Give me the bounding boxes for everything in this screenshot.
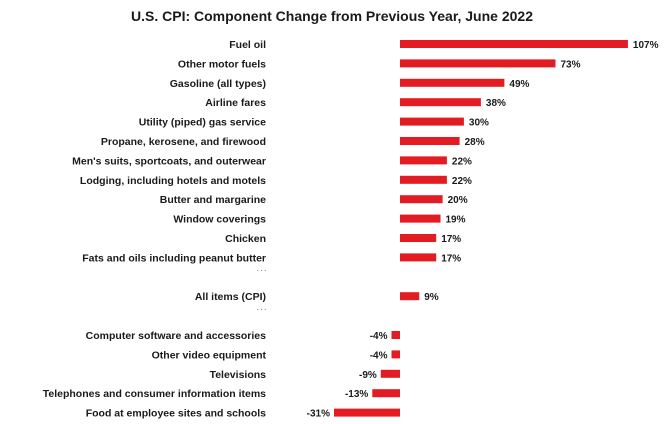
plot-area: Fuel oil 107% Other motor fuels 73% Gasoline…	[43, 39, 659, 420]
bar	[400, 59, 556, 68]
bar	[372, 389, 400, 398]
bar	[334, 408, 400, 417]
data-label: -4%	[370, 350, 388, 361]
category-label: Telephones and consumer information item…	[43, 388, 266, 400]
data-label: 107%	[633, 40, 659, 51]
category-label: Utility (piped) gas service	[139, 117, 266, 129]
data-label: 9%	[424, 292, 439, 303]
category-label: Other video equipment	[152, 349, 267, 361]
data-label: 38%	[486, 98, 506, 109]
category-label: Men's suits, sportcoats, and outerwear	[72, 155, 266, 167]
data-label: 20%	[448, 195, 468, 206]
bar	[400, 234, 437, 242]
data-label: -4%	[370, 331, 388, 342]
category-label: Gasoline (all types)	[170, 78, 266, 90]
bar	[391, 350, 400, 359]
bar	[400, 195, 443, 204]
category-label: Chicken	[225, 233, 266, 245]
category-label: Computer software and accessories	[86, 330, 266, 342]
bar	[400, 117, 464, 126]
data-label: 22%	[452, 156, 472, 167]
category-label: Televisions	[210, 369, 267, 381]
category-label: Other motor fuels	[178, 58, 266, 70]
data-label: 73%	[561, 59, 581, 70]
group-separator: ...	[256, 302, 267, 313]
category-label: Food at employee sites and schools	[86, 408, 266, 420]
bar	[400, 175, 447, 184]
data-label: -9%	[359, 370, 377, 381]
data-label: -13%	[345, 389, 368, 400]
data-label: 49%	[509, 79, 529, 90]
data-label: 30%	[469, 118, 489, 129]
group-separator: ...	[256, 263, 267, 274]
bar	[400, 156, 447, 165]
data-label: 17%	[441, 234, 461, 245]
data-label: -31%	[307, 409, 330, 420]
bar	[400, 98, 481, 107]
bar	[400, 214, 441, 223]
bar	[400, 40, 628, 48]
bar	[380, 369, 400, 378]
data-label: 28%	[465, 137, 485, 148]
data-label: 19%	[446, 215, 466, 226]
category-label: Propane, kerosene, and firewood	[101, 136, 266, 148]
bar	[391, 331, 400, 339]
chart-title: U.S. CPI: Component Change from Previous…	[131, 8, 533, 24]
data-label: 17%	[441, 253, 461, 264]
bar	[400, 292, 420, 301]
bar	[400, 78, 505, 87]
bar	[400, 253, 437, 262]
bar	[400, 137, 460, 145]
category-label: Fats and oils including peanut butter	[82, 252, 266, 264]
category-label: Airline fares	[205, 97, 266, 109]
category-label: Window coverings	[173, 214, 266, 226]
data-label: 22%	[452, 176, 472, 187]
category-label: All items (CPI)	[195, 291, 266, 303]
category-label: Lodging, including hotels and motels	[80, 175, 266, 187]
category-label: Fuel oil	[229, 39, 266, 51]
category-label: Butter and margarine	[160, 194, 266, 206]
